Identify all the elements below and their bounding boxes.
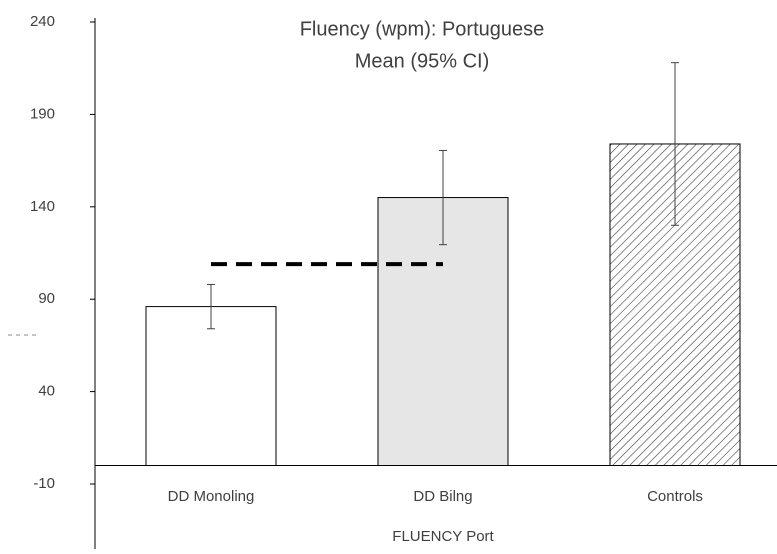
x-tick-label: DD Bilng [413, 488, 472, 505]
y-tick-label: -10 [33, 475, 55, 492]
bar [145, 306, 277, 467]
y-tick-label: 40 [38, 383, 55, 400]
x-axis-label: FLUENCY Port [392, 528, 494, 545]
y-tick-label: 240 [30, 13, 55, 30]
chart-subtitle: Mean (95% CI) [355, 50, 490, 72]
x-tick-label: Controls [647, 488, 703, 505]
chart-title: Fluency (wpm): Portuguese [300, 18, 545, 40]
x-tick-label: DD Monoling [168, 488, 255, 505]
y-tick-label: 140 [30, 198, 55, 215]
y-tick-label: 90 [38, 290, 55, 307]
y-tick-label: 190 [30, 105, 55, 122]
